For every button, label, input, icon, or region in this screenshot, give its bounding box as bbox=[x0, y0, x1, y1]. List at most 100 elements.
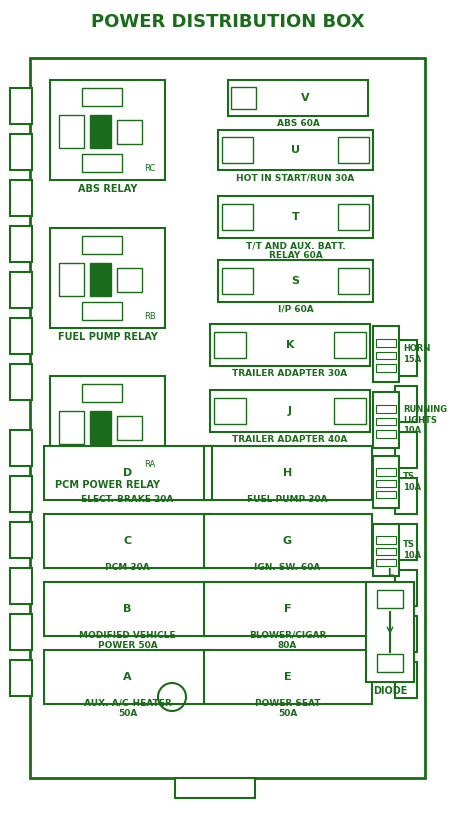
Bar bbox=[213, 663, 241, 691]
Text: H: H bbox=[282, 468, 292, 478]
Text: DIODE: DIODE bbox=[372, 686, 406, 696]
Bar bbox=[394, 662, 416, 698]
Bar bbox=[333, 397, 365, 424]
Text: U: U bbox=[290, 145, 299, 155]
Bar bbox=[44, 446, 212, 500]
Bar bbox=[173, 527, 201, 555]
Text: POWER SEAT
50A: POWER SEAT 50A bbox=[254, 699, 319, 719]
Bar bbox=[376, 654, 402, 672]
Bar bbox=[213, 460, 241, 486]
Bar bbox=[337, 138, 368, 163]
Bar bbox=[50, 80, 165, 180]
Bar bbox=[372, 326, 398, 382]
Bar bbox=[82, 302, 122, 320]
Bar bbox=[44, 514, 212, 568]
Bar bbox=[10, 364, 32, 400]
Bar bbox=[375, 480, 395, 487]
Bar bbox=[213, 596, 241, 622]
Bar bbox=[210, 390, 369, 432]
Bar bbox=[375, 491, 395, 499]
Bar bbox=[90, 115, 111, 148]
Text: V: V bbox=[300, 93, 308, 103]
Bar bbox=[210, 590, 364, 628]
Bar bbox=[82, 236, 122, 254]
Bar bbox=[82, 450, 122, 468]
Text: T: T bbox=[291, 212, 299, 222]
Bar bbox=[210, 658, 364, 696]
Bar bbox=[375, 364, 395, 372]
Bar bbox=[210, 324, 369, 366]
Text: POWER DISTRIBUTION BOX: POWER DISTRIBUTION BOX bbox=[91, 13, 364, 31]
Bar bbox=[210, 454, 364, 492]
Text: RC: RC bbox=[144, 163, 156, 172]
Text: L: L bbox=[386, 568, 392, 578]
Bar bbox=[213, 331, 245, 358]
Bar bbox=[50, 376, 165, 476]
Text: B: B bbox=[123, 604, 131, 614]
Bar bbox=[10, 568, 32, 604]
Bar bbox=[54, 596, 82, 622]
Bar bbox=[375, 548, 395, 555]
Text: AUX. A/C-HEATER
50A: AUX. A/C-HEATER 50A bbox=[83, 699, 171, 719]
Bar bbox=[50, 590, 205, 628]
Text: J: J bbox=[288, 406, 291, 416]
Bar bbox=[203, 582, 371, 636]
Bar bbox=[10, 318, 32, 354]
Text: RUNNING
LIGHTS
10A: RUNNING LIGHTS 10A bbox=[402, 405, 446, 435]
Bar bbox=[375, 418, 395, 425]
Bar bbox=[394, 340, 416, 376]
Text: ABS RELAY: ABS RELAY bbox=[78, 184, 137, 194]
Bar bbox=[203, 514, 371, 568]
Bar bbox=[372, 392, 398, 448]
Bar bbox=[217, 130, 372, 170]
Bar bbox=[82, 88, 122, 106]
Bar bbox=[50, 454, 205, 492]
Bar bbox=[10, 476, 32, 512]
Text: MODIFIED VEHICLE
POWER 50A: MODIFIED VEHICLE POWER 50A bbox=[79, 631, 175, 650]
Text: K: K bbox=[285, 340, 293, 350]
Text: HORN
15A: HORN 15A bbox=[402, 344, 430, 363]
Bar bbox=[332, 527, 360, 555]
Bar bbox=[213, 397, 245, 424]
Bar bbox=[175, 778, 254, 798]
Text: TRAILER ADAPTER 30A: TRAILER ADAPTER 30A bbox=[232, 369, 347, 378]
Bar bbox=[394, 432, 416, 468]
Bar bbox=[82, 384, 122, 402]
Bar bbox=[10, 134, 32, 170]
Bar bbox=[54, 663, 82, 691]
Text: RA: RA bbox=[144, 460, 156, 469]
Bar bbox=[10, 430, 32, 466]
Text: F: F bbox=[283, 604, 291, 614]
Bar bbox=[372, 524, 398, 576]
Bar bbox=[59, 263, 84, 296]
Text: FUEL PUMP 30A: FUEL PUMP 30A bbox=[247, 495, 327, 504]
Bar bbox=[173, 460, 201, 486]
Bar bbox=[394, 570, 416, 606]
Bar bbox=[30, 58, 424, 778]
Bar bbox=[44, 650, 212, 704]
Bar bbox=[222, 204, 253, 231]
Bar bbox=[44, 582, 212, 636]
Text: T/T AND AUX. BATT.
RELAY 60A: T/T AND AUX. BATT. RELAY 60A bbox=[245, 241, 344, 260]
Bar bbox=[376, 590, 402, 608]
Bar bbox=[332, 596, 360, 622]
Bar bbox=[337, 204, 368, 231]
Bar bbox=[59, 115, 84, 148]
Bar bbox=[337, 268, 368, 294]
Bar bbox=[10, 226, 32, 262]
Text: RB: RB bbox=[144, 311, 156, 321]
Bar bbox=[333, 331, 365, 358]
Bar bbox=[217, 260, 372, 302]
Text: E: E bbox=[283, 672, 291, 682]
Bar bbox=[394, 386, 416, 422]
Bar bbox=[90, 263, 111, 296]
Bar bbox=[217, 196, 372, 238]
Bar bbox=[375, 469, 395, 475]
Text: C: C bbox=[123, 536, 131, 546]
Bar bbox=[203, 446, 371, 500]
Text: TS
10A: TS 10A bbox=[402, 541, 420, 559]
Bar bbox=[54, 460, 82, 486]
Bar bbox=[50, 658, 205, 696]
Bar bbox=[231, 87, 256, 109]
Bar bbox=[332, 663, 360, 691]
